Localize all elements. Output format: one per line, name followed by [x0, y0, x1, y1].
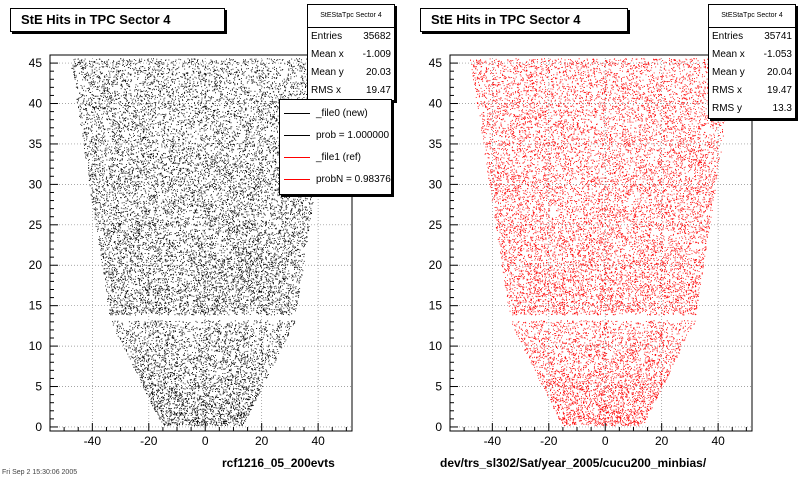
stats-label: Entries — [712, 31, 744, 42]
plot-frame — [449, 54, 753, 432]
stats-value: 20.04 — [766, 67, 792, 78]
x-axis-label-right: dev/trs_sl302/Sat/year_2005/cucu200_minb… — [440, 456, 707, 470]
x-tick-label: -40 — [84, 434, 102, 448]
y-tick-label: 15 — [429, 299, 443, 313]
stats-header: StEStaTpc Sector 4 — [709, 5, 795, 28]
stats-header: StEStaTpc Sector 4 — [308, 5, 394, 28]
stats-value: 20.03 — [365, 67, 391, 78]
stats-value: 35741 — [764, 31, 792, 42]
stats-label: Mean x — [712, 49, 745, 60]
y-tick-label: 35 — [429, 137, 443, 151]
legend-label: prob = 1.000000 — [316, 129, 390, 141]
footer-timestamp: Fri Sep 2 15:30:06 2005 — [2, 469, 78, 476]
stats-value: 13.3 — [772, 103, 792, 114]
legend-entry: prob = 1.000000 — [280, 124, 391, 146]
x-tick-label: 20 — [655, 434, 669, 448]
stats-value: 19.47 — [766, 85, 792, 96]
y-tick-label: 25 — [429, 218, 443, 232]
y-tick-label: 15 — [29, 299, 43, 313]
stats-label: Entries — [311, 31, 343, 42]
x-tick-label: 40 — [311, 434, 325, 448]
stats-label: Mean x — [311, 49, 344, 60]
y-tick-label: 10 — [429, 339, 443, 353]
x-tick-label: 20 — [255, 434, 269, 448]
y-tick-label: 5 — [35, 380, 42, 394]
y-tick-label: 35 — [29, 137, 43, 151]
scatter-plot-right: -40 -20 0 20 40 0 5 10 15 20 25 30 35 40 45 — [429, 54, 753, 448]
x-tick-label: 40 — [711, 434, 725, 448]
stats-box-right: StEStaTpc Sector 4 Entries 35741 Mean x -1… — [708, 4, 796, 119]
stats-box-left: StEStaTpc Sector 4 Entries 35682 Mean x -1… — [307, 4, 395, 101]
x-axis-label-left: rcf1216_05_200evts — [222, 456, 335, 470]
y-tick-label: 45 — [29, 56, 43, 70]
legend-line — [284, 134, 310, 136]
stats-value: 19.47 — [365, 85, 391, 96]
scatter-points — [470, 58, 734, 427]
y-tick-label: 20 — [29, 258, 43, 272]
legend-entry: probN = 0.983768 — [280, 168, 391, 190]
x-tick-label: 0 — [202, 434, 209, 448]
y-tick-label: 40 — [29, 97, 43, 111]
x-tick-label: 0 — [602, 434, 609, 448]
legend-label: _file0 (new) — [316, 107, 368, 119]
stats-label: RMS x — [311, 85, 341, 96]
y-tick-label: 5 — [435, 380, 442, 394]
x-tick-label: -20 — [140, 434, 158, 448]
y-tick-label: 45 — [429, 56, 443, 70]
stats-label: RMS x — [712, 85, 742, 96]
y-tick-label: 0 — [435, 420, 442, 434]
legend-label: probN = 0.983768 — [316, 173, 392, 185]
legend-line — [284, 112, 310, 114]
legend-line — [284, 156, 310, 158]
stats-value: -1.053 — [763, 49, 792, 60]
stats-label: RMS y — [712, 103, 742, 114]
legend-label: _file1 (ref) — [316, 151, 362, 163]
legend-line — [284, 178, 310, 180]
y-tick-label: 0 — [35, 420, 42, 434]
scatter-point-cloud — [470, 58, 734, 427]
y-tick-label: 20 — [429, 258, 443, 272]
y-tick-label: 30 — [429, 177, 443, 191]
y-tick-label: 25 — [29, 218, 43, 232]
y-tick-label: 10 — [29, 339, 43, 353]
stats-label: Mean y — [712, 67, 745, 78]
y-tick-label: 30 — [29, 177, 43, 191]
legend-box: _file0 (new) prob = 1.000000 _file1 (ref… — [279, 99, 392, 195]
plot-title-left: StE Hits in TPC Sector 4 — [10, 8, 225, 32]
plot-title-right: StE Hits in TPC Sector 4 — [420, 8, 628, 32]
stats-label: Mean y — [311, 67, 344, 78]
x-tick-label: -20 — [540, 434, 558, 448]
stats-value: 35682 — [363, 31, 391, 42]
legend-entry: _file1 (ref) — [280, 146, 391, 168]
y-tick-label: 40 — [429, 97, 443, 111]
x-tick-label: -40 — [484, 434, 502, 448]
stats-value: -1.009 — [362, 49, 391, 60]
legend-entry: _file0 (new) — [280, 102, 391, 124]
